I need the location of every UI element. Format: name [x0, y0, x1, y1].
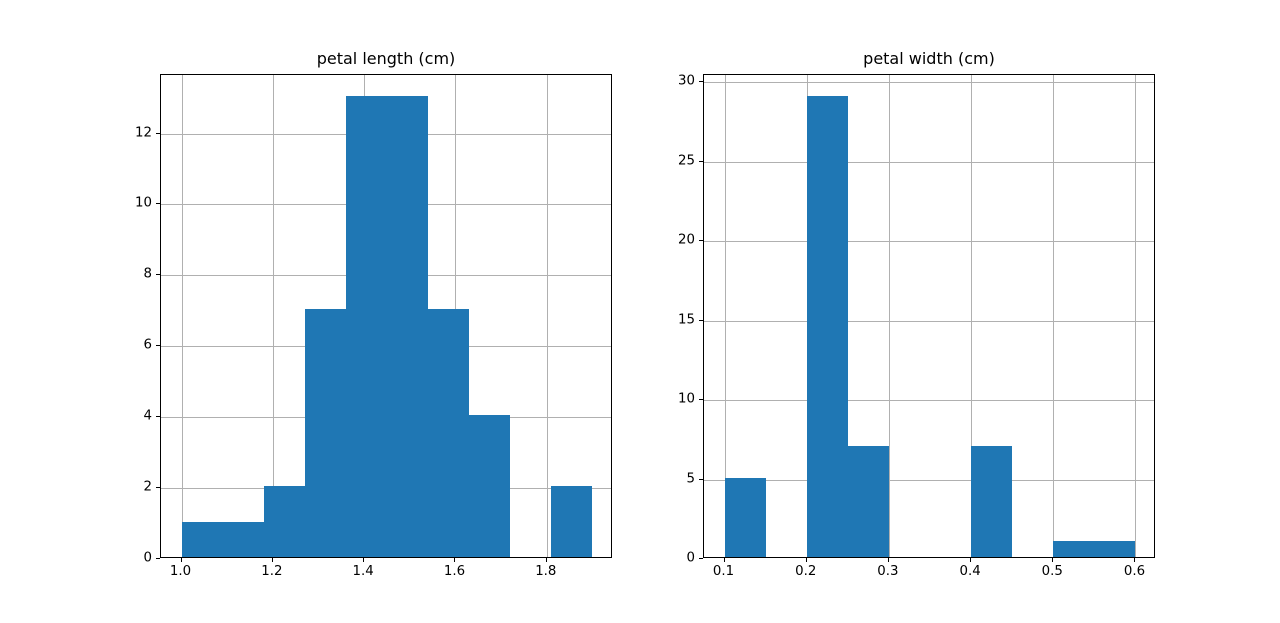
- ytick-label: 10: [135, 196, 152, 211]
- xtick-label: 0.3: [877, 564, 898, 579]
- ytick-label: 4: [144, 409, 152, 424]
- ytick-label: 20: [678, 233, 695, 248]
- gridline: [547, 75, 548, 557]
- xtick-label: 0.1: [713, 564, 734, 579]
- gridline: [704, 480, 1154, 481]
- chart-petal_width: petal width (cm)0.10.20.30.40.50.6051015…: [703, 74, 1155, 558]
- ytick-label: 5: [687, 471, 695, 486]
- gridline: [704, 321, 1154, 322]
- xtick-label: 1.6: [444, 564, 465, 579]
- histogram-bar: [725, 478, 766, 557]
- xtick-label: 0.6: [1124, 564, 1145, 579]
- gridline: [704, 241, 1154, 242]
- histogram-bar: [182, 522, 223, 557]
- histogram-bar: [807, 96, 848, 557]
- histogram-bar: [971, 446, 1012, 557]
- xtick-label: 1.2: [261, 564, 282, 579]
- ytick-mark: [699, 161, 703, 162]
- histogram-bar: [848, 446, 889, 557]
- gridline: [889, 75, 890, 557]
- xtick-mark: [1134, 558, 1135, 562]
- ytick-label: 25: [678, 153, 695, 168]
- histogram-bar: [305, 309, 346, 557]
- chart-title: petal width (cm): [703, 49, 1155, 68]
- ytick-label: 12: [135, 125, 152, 140]
- ytick-mark: [156, 416, 160, 417]
- xtick-label: 1.8: [535, 564, 556, 579]
- xtick-mark: [546, 558, 547, 562]
- gridline: [704, 400, 1154, 401]
- chart-title: petal length (cm): [160, 49, 612, 68]
- ytick-label: 2: [144, 480, 152, 495]
- xtick-mark: [272, 558, 273, 562]
- gridline: [182, 75, 183, 557]
- ytick-mark: [699, 240, 703, 241]
- chart-petal_length: petal length (cm)1.01.21.41.61.802468101…: [160, 74, 612, 558]
- xtick-label: 1.0: [170, 564, 191, 579]
- xtick-mark: [888, 558, 889, 562]
- histogram-bar: [551, 486, 592, 557]
- histogram-bar: [1053, 541, 1094, 557]
- xtick-mark: [454, 558, 455, 562]
- ytick-mark: [699, 81, 703, 82]
- ytick-mark: [699, 479, 703, 480]
- ytick-mark: [156, 133, 160, 134]
- xtick-mark: [724, 558, 725, 562]
- histogram-bar: [469, 415, 510, 557]
- ytick-label: 8: [144, 267, 152, 282]
- histogram-bar: [387, 96, 428, 557]
- ytick-mark: [699, 320, 703, 321]
- ytick-mark: [699, 558, 703, 559]
- xtick-mark: [806, 558, 807, 562]
- ytick-mark: [156, 345, 160, 346]
- gridline: [704, 82, 1154, 83]
- xtick-label: 0.5: [1042, 564, 1063, 579]
- ytick-label: 15: [678, 312, 695, 327]
- xtick-label: 0.4: [959, 564, 980, 579]
- gridline: [1053, 75, 1054, 557]
- histogram-bar: [346, 96, 387, 557]
- plot-area: [160, 74, 612, 558]
- histogram-bar: [428, 309, 469, 557]
- ytick-label: 10: [678, 392, 695, 407]
- xtick-mark: [970, 558, 971, 562]
- ytick-label: 0: [687, 551, 695, 566]
- xtick-mark: [1052, 558, 1053, 562]
- ytick-mark: [699, 399, 703, 400]
- xtick-mark: [181, 558, 182, 562]
- xtick-mark: [363, 558, 364, 562]
- ytick-mark: [156, 558, 160, 559]
- ytick-mark: [156, 487, 160, 488]
- ytick-mark: [156, 274, 160, 275]
- xtick-label: 1.4: [353, 564, 374, 579]
- ytick-label: 6: [144, 338, 152, 353]
- ytick-label: 30: [678, 74, 695, 89]
- gridline: [273, 75, 274, 557]
- xtick-label: 0.2: [795, 564, 816, 579]
- figure: petal length (cm) 1.0 1.2 1.4 1.6 1.8 0 2 4 6 8 10 1…: [0, 0, 1280, 623]
- histogram-bar: [1094, 541, 1135, 557]
- ytick-label: 0: [144, 551, 152, 566]
- ytick-mark: [156, 203, 160, 204]
- histogram-bar: [223, 522, 264, 557]
- gridline: [1135, 75, 1136, 557]
- plot-area: [703, 74, 1155, 558]
- gridline: [704, 162, 1154, 163]
- histogram-bar: [264, 486, 305, 557]
